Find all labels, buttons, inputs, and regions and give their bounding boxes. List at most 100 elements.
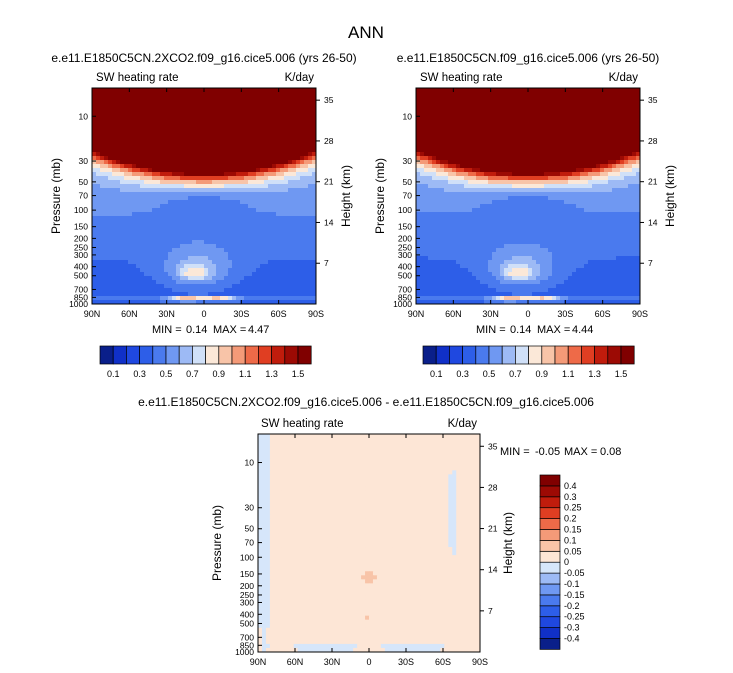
field-cell: [532, 120, 537, 125]
field-cell: [548, 204, 553, 209]
field-cell: [140, 296, 145, 301]
field-cell: [156, 244, 161, 249]
field-cell: [172, 300, 177, 304]
field-cell: [276, 216, 281, 221]
field-cell: [540, 212, 545, 217]
field-cell: [168, 116, 173, 121]
field-cell: [140, 196, 145, 201]
field-cell: [304, 176, 309, 181]
field-cell: [560, 96, 565, 101]
field-cell: [256, 164, 261, 169]
field-cell: [548, 196, 553, 201]
field-cell: [472, 176, 477, 181]
field-cell: [508, 116, 513, 121]
field-cell: [264, 192, 269, 197]
field-cell: [232, 172, 237, 177]
field-cell: [516, 144, 521, 149]
field-cell: [416, 172, 421, 177]
field-cell: [212, 220, 217, 225]
field-cell: [616, 132, 621, 137]
field-cell: [124, 244, 129, 249]
field-cell: [152, 104, 157, 109]
field-cell: [452, 212, 457, 217]
field-cell: [532, 172, 537, 177]
field-cell: [304, 204, 309, 209]
field-cell: [164, 108, 169, 113]
field-cell: [620, 152, 625, 157]
field-cell: [476, 152, 481, 157]
field-cell: [112, 128, 117, 133]
field-cell: [168, 284, 173, 289]
field-cell: [516, 112, 521, 117]
field-cell: [212, 228, 217, 233]
field-cell: [252, 168, 257, 173]
field-cell: [100, 276, 105, 281]
field-cell: [312, 188, 316, 193]
field-cell: [284, 96, 289, 101]
field-cell: [536, 184, 541, 189]
field-cell: [556, 132, 561, 137]
field-cell: [288, 284, 293, 289]
field-cell: [252, 132, 257, 137]
field-cell: [428, 164, 433, 169]
field-cell: [184, 116, 189, 121]
field-cell: [520, 184, 525, 189]
field-cell: [144, 136, 149, 141]
y-tick-label: 400: [74, 262, 88, 272]
field-cell: [208, 220, 213, 225]
field-cell: [196, 236, 201, 241]
field-cell: [456, 192, 461, 197]
field-cell: [288, 160, 293, 165]
field-cell: [144, 192, 149, 197]
field-cell: [136, 116, 141, 121]
field-cell: [176, 292, 181, 297]
field-cell: [500, 184, 505, 189]
field-cell: [296, 100, 301, 105]
field-cell: [464, 188, 469, 193]
field-cell: [172, 124, 177, 129]
field-cell: [220, 116, 225, 121]
field-cell: [144, 232, 149, 237]
field-cell: [108, 256, 113, 261]
field-cell: [208, 124, 213, 129]
field-cell: [524, 156, 529, 161]
field-cell: [500, 160, 505, 165]
field-cell: [168, 172, 173, 177]
field-cell: [232, 144, 237, 149]
field-cell: [276, 204, 281, 209]
field-cell: [164, 168, 169, 173]
field-cell: [472, 180, 477, 185]
field-cell: [140, 136, 145, 141]
field-cell: [144, 120, 149, 125]
field-cell: [504, 124, 509, 129]
field-cell: [284, 232, 289, 237]
field-cell: [600, 92, 605, 97]
field-cell: [272, 200, 277, 205]
field-cell: [632, 204, 637, 209]
field-cell: [240, 260, 245, 265]
field-cell: [124, 240, 129, 245]
field-cell: [96, 244, 101, 249]
field-cell: [136, 260, 141, 265]
field-cell: [424, 108, 429, 113]
field-cell: [268, 140, 273, 145]
field-cell: [248, 104, 253, 109]
field-cell: [244, 120, 249, 125]
field-cell: [448, 96, 453, 101]
field-cell: [176, 160, 181, 165]
field-cell: [304, 256, 309, 261]
field-cell: [312, 248, 316, 253]
field-cell: [172, 264, 177, 269]
field-cell: [216, 164, 221, 169]
field-cell: [140, 164, 145, 169]
field-cell: [156, 280, 161, 285]
field-cell: [632, 132, 637, 137]
field-cell: [244, 188, 249, 193]
field-cell: [164, 188, 169, 193]
field-cell: [440, 216, 445, 221]
field-cell: [92, 240, 97, 245]
field-cell: [204, 212, 209, 217]
field-cell: [228, 212, 233, 217]
field-cell: [592, 152, 597, 157]
field-cell: [312, 216, 316, 221]
